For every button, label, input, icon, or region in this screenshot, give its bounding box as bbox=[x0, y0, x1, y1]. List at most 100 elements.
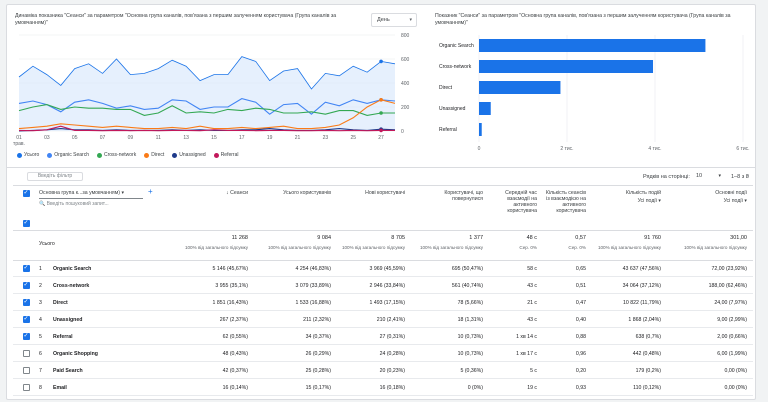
table-cell: 0,96 bbox=[575, 351, 586, 357]
x-tick-label: 21 bbox=[295, 135, 301, 141]
pagination-range: 1–8 з 8 bbox=[731, 174, 749, 180]
event-filter-select[interactable]: Усі події ▾ bbox=[637, 198, 661, 204]
granularity-select[interactable]: День ▾ bbox=[371, 13, 417, 27]
table-cell: 78 (5,66%) bbox=[457, 300, 483, 306]
column-header[interactable]: Кількість сеансів із взаємодією на актив… bbox=[541, 190, 586, 214]
table-cell: 110 (0,12%) bbox=[633, 385, 661, 391]
x-tick-label: 17 bbox=[239, 135, 245, 141]
row-number: 4 bbox=[39, 317, 42, 323]
table-cell: 34 064 (37,12%) bbox=[622, 283, 661, 289]
x-tick-label: 23 bbox=[323, 135, 329, 141]
table-cell: 10 (0,73%) bbox=[457, 351, 483, 357]
series-end-point bbox=[379, 59, 383, 64]
table-row: 2 Cross-network 3 955 (35,1%) 3 079 (33,89%… bbox=[13, 278, 753, 294]
column-header-label: ↓ Сеанси bbox=[226, 190, 248, 196]
row-checkbox[interactable] bbox=[23, 350, 30, 357]
legend-item[interactable]: Organic Search bbox=[47, 152, 89, 158]
row-checkbox[interactable] bbox=[23, 298, 30, 306]
bulk-toggle-checkbox[interactable] bbox=[23, 189, 30, 197]
column-header[interactable]: Користувачі, що повернулися bbox=[423, 190, 483, 202]
bar bbox=[479, 123, 482, 136]
x-tick-label: 0 bbox=[478, 146, 481, 152]
y-tick-label: 0 bbox=[401, 129, 404, 135]
table-row: 7 Paid Search 42 (0,37%) 25 (0,28%) 20 (0,23… bbox=[13, 363, 753, 379]
row-number: 6 bbox=[39, 351, 42, 357]
row-checkbox[interactable] bbox=[23, 315, 30, 323]
x-tick-label: 03 bbox=[44, 135, 50, 141]
total-value: 11 268 bbox=[231, 235, 248, 241]
legend-item[interactable]: Cross-network bbox=[96, 152, 136, 158]
table-cell: 638 (0,7%) bbox=[635, 334, 661, 340]
table-cell: 0,00 (0%) bbox=[724, 368, 748, 374]
table-cell: 48 (0,43%) bbox=[222, 351, 248, 357]
row-checkbox[interactable] bbox=[23, 367, 30, 374]
legend-item[interactable]: Direct bbox=[144, 152, 164, 158]
chevron-down-icon: ▾ bbox=[409, 17, 412, 23]
bar bbox=[479, 60, 654, 73]
column-header[interactable]: ↓ Сеанси bbox=[178, 190, 248, 196]
totals-row: Усього 11 268 100% від загального підсумк… bbox=[13, 231, 753, 261]
total-value: 8 705 bbox=[391, 235, 405, 241]
table-cell: 19 с bbox=[527, 385, 537, 391]
column-header-label: Усього користувачів bbox=[283, 190, 331, 196]
legend-item[interactable]: Усього bbox=[17, 152, 39, 158]
series-line-referral bbox=[18, 125, 395, 132]
table-cell: 211 (2,32%) bbox=[303, 317, 331, 323]
rows-per-page-select[interactable]: 10 ▾ bbox=[693, 171, 723, 183]
table-cell: 179 (0,2%) bbox=[635, 368, 661, 374]
table-cell: 188,00 (62,46%) bbox=[708, 283, 747, 289]
add-filter-button[interactable]: Введіть фільтр bbox=[27, 172, 83, 181]
table-cell: 72,00 (23,92%) bbox=[711, 266, 747, 272]
select-all-checkbox[interactable] bbox=[23, 219, 30, 227]
column-header[interactable]: Основні події Усі події ▾ bbox=[682, 190, 747, 204]
x-tick-label: 05 bbox=[72, 135, 78, 141]
series-line-direct bbox=[18, 99, 396, 130]
table-cell: 21 с bbox=[527, 300, 537, 306]
row-checkbox[interactable] bbox=[23, 264, 30, 272]
column-header-label: Кількість сеансів із взаємодією на актив… bbox=[545, 190, 586, 214]
legend-item[interactable]: Referral bbox=[213, 152, 238, 158]
next-page-icon[interactable]: › bbox=[747, 173, 749, 179]
table-cell: 25 (0,28%) bbox=[305, 368, 331, 374]
series-line-усього bbox=[18, 56, 396, 90]
row-checkbox[interactable] bbox=[23, 281, 30, 289]
table-cell: 58 с bbox=[527, 266, 537, 272]
x-tick-label: 09 bbox=[128, 135, 134, 141]
total-percent: 100% від загального підсумку bbox=[597, 245, 661, 250]
row-channel-name: Organic Shopping bbox=[53, 351, 98, 357]
total-percent: 100% від загального підсумку bbox=[267, 245, 331, 250]
table-cell: 43 637 (47,56%) bbox=[622, 266, 661, 272]
series-line-organic-search bbox=[18, 98, 396, 115]
total-percent: 100% від загального підсумку bbox=[419, 245, 483, 250]
table-row: 4 Unassigned 267 (2,37%) 211 (2,32%) 210 (2,… bbox=[13, 312, 753, 328]
total-area bbox=[19, 56, 395, 131]
x-tick-label: 15 bbox=[211, 135, 217, 141]
chevron-down-icon: ▾ bbox=[121, 190, 125, 196]
table-cell: 1 851 (16,43%) bbox=[212, 300, 248, 306]
x-tick-label: 4 тис. bbox=[648, 146, 661, 152]
column-header-label: Основні події bbox=[715, 190, 747, 196]
row-number: 8 bbox=[39, 385, 42, 391]
table-cell: 561 (40,74%) bbox=[451, 283, 483, 289]
column-header[interactable]: Кількість подій Усі події ▾ bbox=[601, 190, 661, 204]
legend-item[interactable]: Unassigned bbox=[172, 152, 206, 158]
row-checkbox[interactable] bbox=[23, 332, 30, 340]
legend-marker-icon bbox=[17, 152, 22, 158]
y-tick-label: 200 bbox=[401, 105, 410, 111]
table-cell: 0,00 (0%) bbox=[724, 385, 748, 391]
column-header[interactable]: Усього користувачів bbox=[251, 190, 331, 196]
table-cell: 6,00 (1,99%) bbox=[717, 351, 747, 357]
add-dimension-icon[interactable]: + bbox=[148, 187, 153, 196]
rows-per-page-label: Рядків на сторінці: bbox=[643, 174, 690, 180]
row-checkbox[interactable] bbox=[23, 384, 30, 391]
rows-per-page-value: 10 bbox=[696, 173, 703, 179]
table-cell: 0,65 bbox=[575, 266, 586, 272]
dimension-select[interactable]: Основна група к...за умовчанням) ▾ bbox=[39, 190, 143, 199]
column-header[interactable]: Нові користувачі bbox=[345, 190, 405, 196]
table-search-input[interactable]: 🔍 Введіть пошуковий запит... bbox=[39, 201, 109, 207]
search-icon: 🔍 bbox=[39, 201, 46, 207]
event-filter-select[interactable]: Усі події ▾ bbox=[723, 198, 747, 204]
legend-label: Direct bbox=[151, 152, 165, 158]
column-header[interactable]: Середній час взаємодії на активного кори… bbox=[487, 190, 537, 214]
